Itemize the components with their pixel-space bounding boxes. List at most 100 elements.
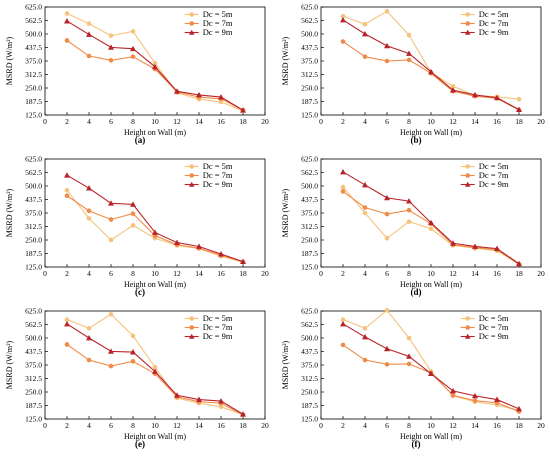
y-tick-label: 375.0 (301, 209, 318, 218)
data-point (86, 21, 92, 26)
data-point (130, 359, 136, 364)
data-point (130, 29, 136, 34)
data-point (428, 219, 434, 226)
y-tick-label: 125.0 (25, 415, 42, 424)
data-point (450, 392, 456, 398)
data-point (472, 243, 478, 249)
y-tick-label: 250.0 (301, 84, 318, 93)
series-line (342, 344, 520, 412)
data-point (384, 362, 390, 367)
x-tick-label: 18 (515, 421, 523, 430)
data-point (406, 207, 412, 213)
y-tick-label: 562.5 (301, 168, 318, 177)
chart-panel: 0 2 4 6 8 10 12 14 16 18 20 125.0 187.5 250.0 312.5 375… (281, 307, 545, 450)
x-tick-label: 2 (65, 421, 69, 430)
panel-label: (b) (411, 135, 422, 145)
x-tick-label: 12 (173, 269, 181, 278)
data-point (152, 63, 158, 70)
y-tick-label: 375.0 (301, 57, 318, 66)
series-line (66, 189, 244, 263)
legend-entry: Dc = 9m (479, 331, 509, 341)
data-point (384, 42, 390, 49)
x-axis-label: Height on Wall (m) (400, 128, 462, 137)
panel-label: (a) (135, 135, 146, 145)
y-axis-label: MSRD (W/m²) (281, 36, 290, 85)
data-point (450, 83, 456, 89)
x-tick-label: 2 (341, 117, 345, 126)
x-tick-label: 0 (43, 421, 47, 430)
y-tick-label: 500.0 (25, 334, 42, 343)
data-point (130, 211, 136, 216)
legend-entry: Dc = 5m (203, 9, 233, 19)
data-point (494, 94, 500, 101)
data-point (240, 411, 246, 417)
data-point (64, 188, 70, 193)
y-tick-label: 437.5 (25, 347, 42, 356)
y-tick-label: 562.5 (25, 168, 42, 177)
legend-marker (189, 21, 194, 26)
panel-label: (d) (411, 287, 422, 297)
panel-label: (c) (135, 287, 145, 297)
x-tick-label: 6 (385, 269, 389, 278)
legend-entry: Dc = 9m (203, 179, 233, 189)
x-tick-label: 2 (65, 269, 69, 278)
x-tick-label: 10 (427, 117, 435, 126)
x-tick-label: 6 (109, 117, 113, 126)
data-point (340, 342, 346, 348)
y-tick-label: 187.5 (301, 97, 318, 106)
data-point (406, 335, 412, 341)
data-point (196, 91, 202, 98)
data-point (406, 50, 412, 56)
legend-entry: Dc = 7m (203, 322, 233, 332)
data-point (130, 54, 136, 59)
data-point (86, 325, 92, 331)
legend-marker (465, 21, 471, 26)
y-tick-label: 375.0 (25, 361, 42, 370)
x-tick-label: 0 (43, 117, 47, 126)
legend-entry: Dc = 5m (203, 313, 233, 323)
data-point (64, 11, 70, 16)
data-point (218, 398, 224, 404)
x-tick-label: 16 (217, 269, 225, 278)
legend-entry: Dc = 7m (479, 18, 509, 28)
y-tick-label: 500.0 (301, 182, 318, 191)
y-tick-label: 437.5 (301, 195, 318, 204)
data-point (218, 99, 224, 105)
data-point (340, 39, 346, 44)
x-tick-label: 16 (217, 421, 225, 430)
x-tick-label: 10 (151, 269, 159, 278)
x-tick-label: 16 (493, 117, 501, 126)
data-point (362, 54, 368, 59)
x-axis-label: Height on Wall (m) (124, 280, 186, 289)
y-tick-label: 312.5 (25, 374, 42, 383)
data-point (108, 44, 114, 50)
x-tick-label: 20 (261, 117, 269, 126)
x-tick-label: 8 (131, 269, 135, 278)
x-tick-label: 20 (537, 117, 545, 126)
y-tick-label: 500.0 (301, 334, 318, 343)
x-tick-label: 8 (407, 421, 411, 430)
data-point (362, 210, 368, 216)
x-tick-label: 14 (471, 421, 479, 430)
x-tick-label: 16 (493, 421, 501, 430)
data-point (494, 396, 500, 402)
x-tick-label: 0 (319, 269, 323, 278)
legend-marker (465, 316, 471, 321)
y-tick-label: 250.0 (301, 388, 318, 397)
x-tick-label: 8 (131, 117, 135, 126)
data-point (406, 198, 412, 204)
x-tick-label: 10 (427, 269, 435, 278)
x-axis-label: Height on Wall (m) (400, 432, 462, 441)
y-axis-label: MSRD (W/m²) (281, 188, 290, 237)
y-tick-label: 437.5 (301, 43, 318, 52)
data-point (174, 239, 180, 245)
y-tick-label: 437.5 (25, 195, 42, 204)
x-axis-label: Height on Wall (m) (124, 432, 186, 441)
data-point (362, 21, 368, 27)
data-point (86, 31, 92, 37)
data-point (64, 317, 70, 322)
data-point (340, 184, 346, 190)
data-point (152, 229, 158, 235)
y-tick-label: 375.0 (25, 209, 42, 218)
